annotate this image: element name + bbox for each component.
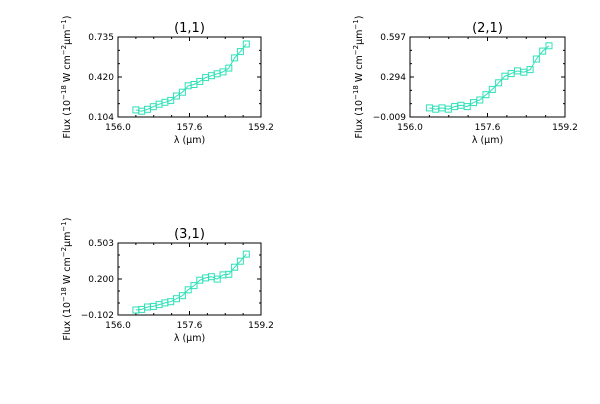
data-point — [184, 286, 192, 294]
chart-panel-2: 156.0 157.6 159.2 −0.009 0.294 0.597 (2,1) λ (μ… — [352, 16, 578, 146]
y-label-end: ) — [62, 16, 73, 20]
chart-panel-3: 156.0 157.6 159.2 −0.102 0.200 0.503 (3,1) λ (μ… — [60, 218, 274, 344]
y-label-main: Flux (10 — [62, 302, 73, 341]
y-axis-label: Flux (10−18 W cm−2μm−1) — [352, 16, 365, 139]
x-tick-label: 159.2 — [248, 321, 274, 331]
series-line — [135, 43, 247, 112]
data-point — [231, 54, 239, 62]
series-line — [429, 45, 550, 110]
y-label-units: μm — [62, 30, 73, 45]
y-axis-label: Flux (10−18 W cm−2μm−1) — [60, 16, 73, 139]
y-tick-label: −0.102 — [81, 311, 114, 321]
data-point — [526, 66, 534, 74]
data-point — [213, 275, 221, 283]
data-point — [231, 263, 239, 271]
data-point — [178, 88, 186, 96]
data-point — [167, 96, 175, 104]
data-point — [539, 47, 547, 55]
data-point — [242, 40, 250, 48]
y-tick-label: −0.009 — [373, 113, 407, 123]
x-tick-label: 157.6 — [177, 123, 203, 133]
plot-frame — [409, 36, 566, 118]
x-tick-label: 157.6 — [475, 123, 501, 133]
y-label-exponent: −2 — [60, 247, 68, 257]
x-tick-label: 157.6 — [177, 321, 203, 331]
y-tick-label: 0.735 — [88, 33, 114, 43]
data-point — [196, 77, 204, 85]
data-point — [190, 282, 198, 290]
data-point — [236, 257, 244, 265]
chart-title: (3,1) — [174, 227, 205, 242]
y-label-exponent: −2 — [60, 45, 68, 55]
data-point — [178, 292, 186, 300]
data-point — [242, 250, 250, 258]
data-point — [225, 270, 233, 278]
y-tick-label: 0.420 — [88, 73, 114, 83]
y-label-main: Flux (10 — [354, 100, 365, 139]
data-point — [532, 55, 540, 63]
data-point — [488, 85, 496, 93]
data-point — [463, 103, 471, 111]
data-point — [476, 96, 484, 104]
y-tick-label: 0.200 — [88, 275, 114, 285]
y-label-exponent: −18 — [60, 85, 68, 100]
chart-panel-1: 156.0 157.6 159.2 0.104 0.420 0.735 (1,1) λ (μm… — [60, 16, 274, 146]
y-label-exponent: −18 — [352, 85, 360, 100]
x-tick-label: 159.2 — [552, 123, 578, 133]
x-tick-label: 156.0 — [397, 123, 423, 133]
data-point — [173, 92, 180, 100]
y-tick-label: 0.503 — [88, 239, 114, 249]
y-label-exponent: −2 — [352, 45, 360, 55]
y-tick-label: 0.294 — [380, 73, 406, 83]
y-label-end: ) — [354, 16, 365, 20]
data-point — [495, 79, 503, 87]
series-line — [135, 253, 247, 311]
chart-title: (2,1) — [472, 21, 503, 36]
y-label-units: μm — [354, 30, 365, 45]
data-point — [545, 42, 553, 50]
x-tick-label: 156.0 — [105, 123, 131, 133]
data-point — [236, 48, 244, 56]
y-label-units: μm — [62, 232, 73, 247]
x-tick-label: 159.2 — [248, 123, 274, 133]
y-axis-label: Flux (10−18 W cm−2μm−1) — [60, 218, 73, 341]
x-axis-label: λ (μm) — [174, 135, 205, 146]
plot-frame — [117, 242, 262, 316]
x-axis-label: λ (μm) — [472, 135, 503, 146]
y-label-exponent: −18 — [60, 287, 68, 302]
y-tick-label: 0.104 — [88, 113, 114, 123]
x-axis-label: λ (μm) — [174, 333, 205, 344]
y-label-main: Flux (10 — [62, 100, 73, 139]
data-point — [219, 68, 227, 76]
chart-title: (1,1) — [174, 21, 205, 36]
y-label-units: W cm — [62, 55, 73, 85]
data-point — [482, 91, 490, 99]
y-label-exponent: −1 — [60, 221, 68, 231]
x-tick-label: 156.0 — [105, 321, 131, 331]
y-label-units: W cm — [62, 257, 73, 287]
y-label-exponent: −1 — [60, 19, 68, 29]
y-label-units: W cm — [354, 55, 365, 85]
y-tick-label: 0.597 — [380, 33, 406, 43]
data-point — [225, 64, 233, 72]
y-label-end: ) — [62, 218, 73, 222]
y-label-exponent: −1 — [352, 19, 360, 29]
